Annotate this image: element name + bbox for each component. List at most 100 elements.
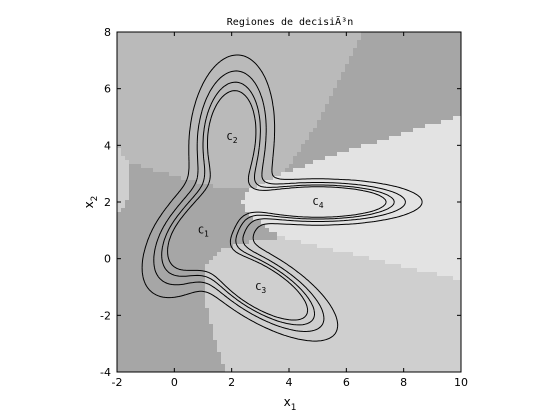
region-cell: [441, 176, 446, 181]
region-cell: [129, 108, 134, 113]
region-cell: [273, 56, 278, 61]
region-cell: [249, 84, 254, 89]
region-cell: [277, 112, 282, 117]
region-cell: [369, 92, 374, 97]
region-cell: [397, 84, 402, 89]
region-cell: [133, 220, 138, 225]
region-cell: [373, 168, 378, 173]
region-cell: [425, 208, 430, 213]
region-cell: [209, 44, 214, 49]
region-cell: [313, 236, 318, 241]
region-cell: [193, 120, 198, 125]
region-cell: [153, 36, 158, 41]
region-cell: [433, 128, 438, 133]
region-cell: [349, 60, 354, 65]
region-cell: [249, 232, 254, 237]
region-cell: [137, 244, 142, 249]
region-cell: [249, 112, 254, 117]
region-cell: [429, 80, 434, 85]
region-cell: [149, 252, 154, 257]
region-cell: [393, 88, 398, 93]
region-cell: [413, 44, 418, 49]
region-cell: [129, 136, 134, 141]
region-cell: [225, 96, 230, 101]
region-cell: [253, 44, 258, 49]
region-cell: [313, 80, 318, 85]
region-cell: [125, 132, 130, 137]
region-cell: [377, 224, 382, 229]
region-cell: [225, 44, 230, 49]
region-cell: [349, 200, 354, 205]
region-cell: [233, 116, 238, 121]
region-cell: [237, 56, 242, 61]
region-cell: [137, 140, 142, 145]
region-cell: [125, 100, 130, 105]
region-cell: [425, 68, 430, 73]
region-cell: [249, 132, 254, 137]
region-cell: [265, 260, 270, 265]
region-cell: [357, 64, 362, 69]
region-cell: [365, 132, 370, 137]
region-cell: [453, 84, 458, 89]
region-cell: [157, 148, 162, 153]
region-cell: [405, 156, 410, 161]
region-cell: [145, 224, 150, 229]
region-cell: [289, 156, 294, 161]
region-cell: [189, 172, 194, 177]
region-cell: [421, 136, 426, 141]
region-cell: [177, 260, 182, 265]
region-cell: [413, 204, 418, 209]
region-cell: [225, 52, 230, 57]
region-cell: [373, 108, 378, 113]
region-cell: [273, 84, 278, 89]
region-cell: [349, 120, 354, 125]
region-cell: [281, 168, 286, 173]
region-cell: [437, 64, 442, 69]
region-cell: [261, 32, 266, 37]
region-cell: [213, 68, 218, 73]
region-cell: [449, 196, 454, 201]
region-cell: [325, 60, 330, 65]
region-cell: [397, 180, 402, 185]
region-cell: [189, 180, 194, 185]
region-cell: [197, 132, 202, 137]
region-cell: [329, 200, 334, 205]
region-cell: [449, 128, 454, 133]
region-cell: [173, 136, 178, 141]
region-cell: [233, 144, 238, 149]
region-cell: [265, 52, 270, 57]
region-cell: [381, 120, 386, 125]
region-cell: [209, 244, 214, 249]
region-cell: [381, 104, 386, 109]
region-cell: [145, 84, 150, 89]
region-cell: [197, 36, 202, 41]
region-cell: [273, 36, 278, 41]
region-cell: [201, 72, 206, 77]
region-cell: [349, 140, 354, 145]
region-cell: [225, 248, 230, 253]
region-cell: [449, 44, 454, 49]
region-cell: [185, 128, 190, 133]
region-cell: [117, 64, 122, 69]
region-cell: [457, 188, 462, 193]
region-cell: [257, 32, 262, 37]
region-cell: [121, 128, 126, 133]
region-cell: [245, 60, 250, 65]
region-cell: [261, 52, 266, 57]
region-cell: [273, 116, 278, 121]
region-cell: [169, 132, 174, 137]
region-cell: [437, 76, 442, 81]
region-cell: [237, 64, 242, 69]
region-cell: [317, 192, 322, 197]
region-cell: [325, 108, 330, 113]
region-cell: [137, 120, 142, 125]
region-cell: [449, 168, 454, 173]
region-cell: [385, 184, 390, 189]
region-cell: [229, 60, 234, 65]
region-cell: [225, 220, 230, 225]
region-cell: [289, 44, 294, 49]
region-cell: [297, 248, 302, 253]
region-cell: [197, 92, 202, 97]
region-cell: [253, 100, 258, 105]
region-cell: [265, 104, 270, 109]
